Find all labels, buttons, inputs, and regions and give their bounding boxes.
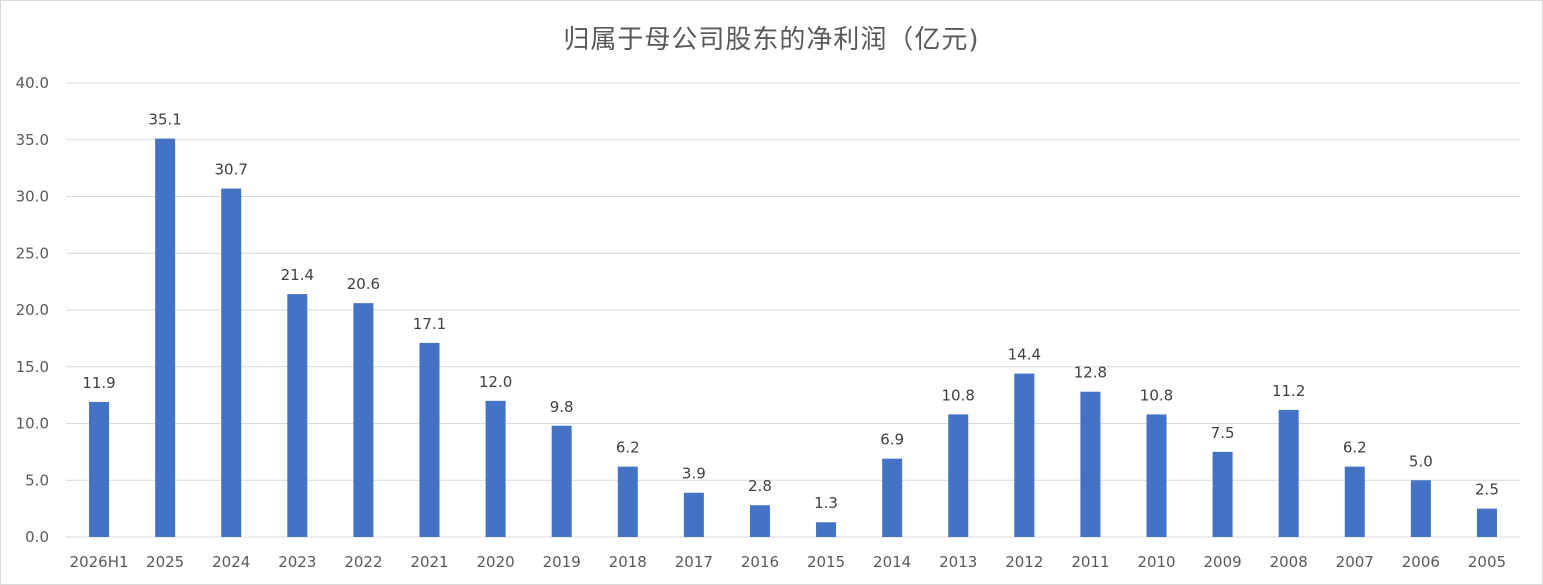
x-tick-label: 2020 — [476, 553, 514, 571]
x-tick-label: 2021 — [410, 553, 448, 571]
chart-title: 归属于母公司股东的净利润（亿元) — [563, 25, 980, 55]
bar — [749, 505, 770, 537]
y-tick-label: 40.0 — [16, 74, 49, 92]
bar — [683, 492, 704, 537]
data-label: 35.1 — [148, 111, 181, 129]
x-tick-label: 2023 — [278, 553, 316, 571]
bar — [948, 414, 969, 537]
bar — [551, 425, 572, 537]
x-tick-label: 2005 — [1468, 553, 1506, 571]
y-tick-label: 20.0 — [16, 301, 49, 319]
data-label: 3.9 — [682, 465, 706, 483]
x-tick-label: 2024 — [212, 553, 250, 571]
data-label: 21.4 — [281, 266, 314, 284]
bar — [485, 400, 506, 537]
bar — [287, 294, 308, 537]
data-label: 1.3 — [814, 494, 838, 512]
bar — [1014, 373, 1035, 537]
bar — [221, 188, 242, 537]
data-label: 6.2 — [616, 439, 640, 457]
data-label: 2.8 — [748, 477, 772, 495]
x-tick-label: 2015 — [807, 553, 845, 571]
data-label: 7.5 — [1211, 424, 1235, 442]
data-label: 6.2 — [1343, 439, 1367, 457]
data-label: 20.6 — [347, 275, 380, 293]
y-tick-label: 10.0 — [16, 415, 49, 433]
bar — [1080, 391, 1101, 537]
data-label: 12.0 — [479, 373, 512, 391]
bar — [1476, 508, 1497, 537]
x-tick-label: 2008 — [1270, 553, 1308, 571]
y-tick-label: 25.0 — [16, 244, 49, 262]
y-tick-label: 5.0 — [25, 471, 49, 489]
bar — [882, 458, 903, 537]
y-tick-label: 15.0 — [16, 358, 49, 376]
bar — [1212, 451, 1233, 537]
x-tick-label: 2022 — [344, 553, 382, 571]
y-tick-label: 35.0 — [16, 131, 49, 149]
y-tick-label: 0.0 — [25, 528, 49, 546]
x-tick-label: 2025 — [146, 553, 184, 571]
x-tick-label: 2013 — [939, 553, 977, 571]
data-label: 12.8 — [1074, 364, 1107, 382]
x-tick-label: 2016 — [741, 553, 779, 571]
bar — [816, 522, 837, 537]
x-tick-label: 2007 — [1336, 553, 1374, 571]
bar — [1278, 409, 1299, 537]
x-tick-label: 2006 — [1402, 553, 1440, 571]
x-tick-label: 2019 — [543, 553, 581, 571]
x-tick-label: 2010 — [1137, 553, 1175, 571]
x-tick-label: 2017 — [675, 553, 713, 571]
bar — [617, 466, 638, 537]
data-label: 30.7 — [215, 161, 248, 179]
x-tick-label: 2014 — [873, 553, 911, 571]
data-label: 14.4 — [1008, 346, 1041, 364]
x-tick-label: 2012 — [1005, 553, 1043, 571]
data-label: 9.8 — [550, 398, 574, 416]
x-tick-label: 2026H1 — [70, 553, 129, 571]
data-label: 10.8 — [942, 386, 975, 404]
data-label: 5.0 — [1409, 452, 1433, 470]
y-tick-label: 30.0 — [16, 188, 49, 206]
bar — [1344, 466, 1365, 537]
bar — [353, 303, 374, 537]
x-tick-label: 2018 — [609, 553, 647, 571]
bar — [155, 138, 176, 538]
data-label: 11.9 — [82, 374, 115, 392]
bar — [1410, 480, 1431, 537]
bar — [1146, 414, 1167, 537]
data-label: 6.9 — [880, 431, 904, 449]
x-tick-label: 2009 — [1203, 553, 1241, 571]
data-label: 17.1 — [413, 315, 446, 333]
data-label: 10.8 — [1140, 386, 1173, 404]
x-tick-label: 2011 — [1071, 553, 1109, 571]
bar — [419, 342, 440, 537]
data-label: 11.2 — [1272, 382, 1305, 400]
data-label: 2.5 — [1475, 481, 1499, 499]
bar — [89, 401, 110, 537]
